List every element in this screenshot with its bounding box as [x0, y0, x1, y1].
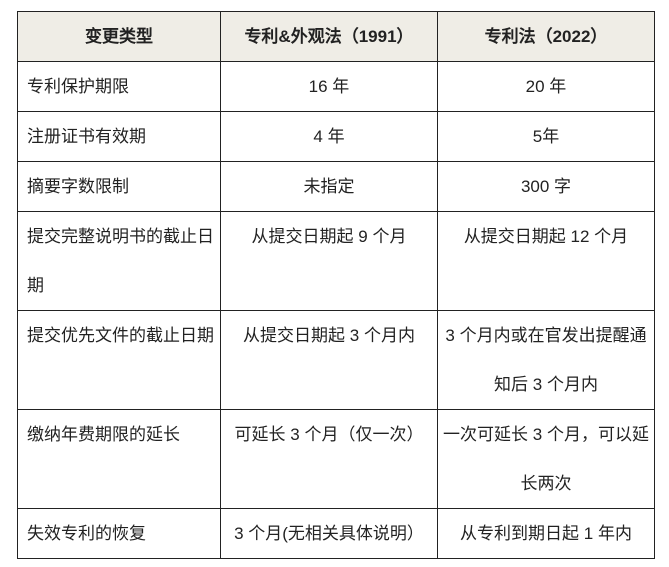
header-change-type: 变更类型: [17, 11, 221, 62]
row-label-cell: 失效专利的恢复: [17, 508, 221, 559]
law-1991-cell: 从提交日期起 3 个月内: [220, 310, 438, 410]
row-label-cell: 专利保护期限: [17, 61, 221, 112]
law-2022-cell: 300 字: [437, 161, 655, 212]
table-row: 提交优先文件的截止日期 从提交日期起 3 个月内 3 个月内或在官发出提醒通知后 3…: [17, 310, 655, 410]
law-2022-cell: 一次可延长 3 个月，可以延长两次: [437, 409, 655, 509]
law-1991-cell: 4 年: [220, 111, 438, 162]
law-1991-cell: 3 个月(无相关具体说明）: [220, 508, 438, 559]
law-2022-cell: 3 个月内或在官发出提醒通知后 3 个月内: [437, 310, 655, 410]
law-2022-cell: 从专利到期日起 1 年内: [437, 508, 655, 559]
table-row: 缴纳年费期限的延长 可延长 3 个月（仅一次） 一次可延长 3 个月，可以延长两次: [17, 409, 655, 509]
law-2022-cell: 5年: [437, 111, 655, 162]
comparison-table: 变更类型 专利&外观法（1991） 专利法（2022） 专利保护期限 16 年 20…: [17, 11, 655, 559]
law-1991-cell: 未指定: [220, 161, 438, 212]
header-2022-law: 专利法（2022）: [437, 11, 655, 62]
row-label-cell: 提交优先文件的截止日期: [17, 310, 221, 410]
law-1991-cell: 可延长 3 个月（仅一次）: [220, 409, 438, 509]
row-label-cell: 提交完整说明书的截止日期: [17, 211, 221, 311]
law-2022-cell: 从提交日期起 12 个月: [437, 211, 655, 311]
law-1991-cell: 16 年: [220, 61, 438, 112]
law-2022-cell: 20 年: [437, 61, 655, 112]
table-row: 失效专利的恢复 3 个月(无相关具体说明） 从专利到期日起 1 年内: [17, 508, 655, 559]
law-1991-cell: 从提交日期起 9 个月: [220, 211, 438, 311]
table-row: 注册证书有效期 4 年 5年: [17, 111, 655, 162]
row-label-cell: 注册证书有效期: [17, 111, 221, 162]
header-row: 变更类型 专利&外观法（1991） 专利法（2022）: [17, 11, 655, 62]
row-label-cell: 摘要字数限制: [17, 161, 221, 212]
table-row: 提交完整说明书的截止日期 从提交日期起 9 个月 从提交日期起 12 个月: [17, 211, 655, 311]
table-row: 摘要字数限制 未指定 300 字: [17, 161, 655, 212]
table-row: 专利保护期限 16 年 20 年: [17, 61, 655, 112]
row-label-cell: 缴纳年费期限的延长: [17, 409, 221, 509]
header-1991-law: 专利&外观法（1991）: [220, 11, 438, 62]
